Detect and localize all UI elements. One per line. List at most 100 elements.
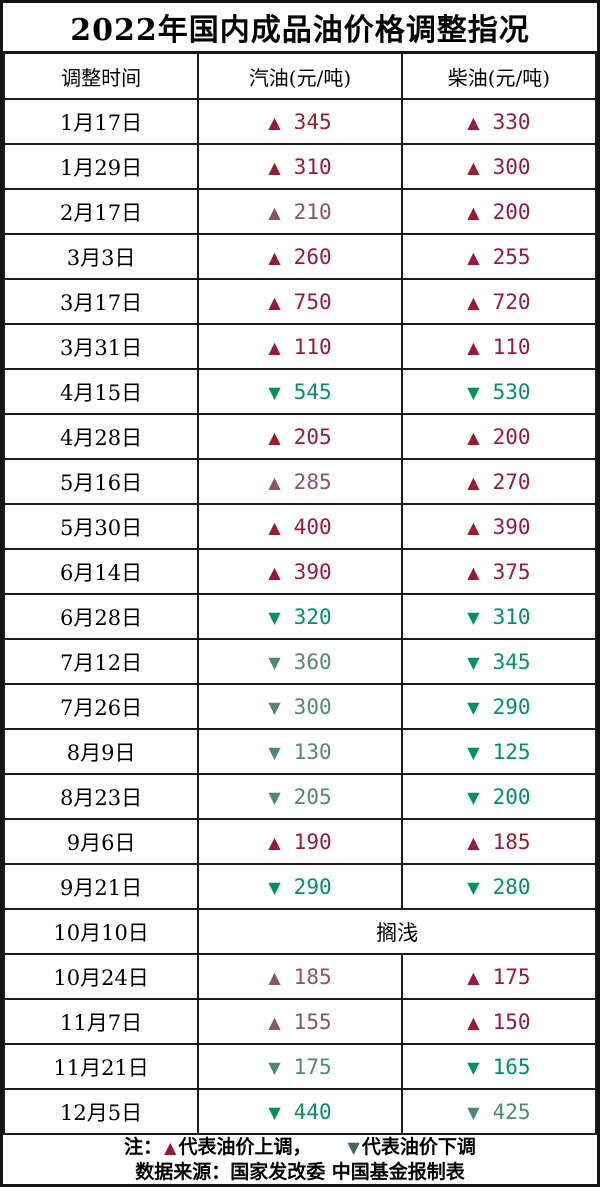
up-triangle-icon: ▲ <box>467 427 480 447</box>
up-triangle-icon: ▲ <box>467 112 480 132</box>
diesel-cell: ▲ 200 <box>400 188 597 235</box>
date-cell: 4月28日 <box>3 413 200 460</box>
value-text: 320 <box>293 604 332 629</box>
value-text: 750 <box>293 289 332 314</box>
value-text: 210 <box>293 199 332 224</box>
up-triangle-icon: ▲ <box>467 337 480 357</box>
value-text: 530 <box>492 379 531 404</box>
diesel-cell: ▼ 425 <box>400 1088 597 1135</box>
table-row: 10月10日 搁浅 <box>3 908 597 955</box>
down-triangle-icon: ▼ <box>268 607 281 627</box>
date-cell: 12月5日 <box>3 1088 200 1135</box>
down-triangle-icon: ▼ <box>268 787 281 807</box>
value-text: 200 <box>492 424 531 449</box>
down-triangle-icon: ▼ <box>467 787 480 807</box>
up-triangle-icon: ▲ <box>268 292 281 312</box>
gasoline-cell: ▲ 155 <box>197 998 403 1045</box>
value-text: 260 <box>293 244 332 269</box>
table-row: 4月28日 ▲ 205 ▲ 200 <box>3 413 597 460</box>
up-triangle-icon: ▲ <box>164 1138 177 1157</box>
down-triangle-icon: ▼ <box>467 742 480 762</box>
up-triangle-icon: ▲ <box>268 832 281 852</box>
table-row: 6月28日 ▼ 320 ▼ 310 <box>3 593 597 640</box>
table-row: 12月5日 ▼ 440 ▼ 425 <box>3 1088 597 1135</box>
down-triangle-icon: ▼ <box>347 1138 360 1157</box>
value-text: 175 <box>293 1054 332 1079</box>
value-text: 280 <box>492 874 531 899</box>
table-row: 11月21日 ▼ 175 ▼ 165 <box>3 1043 597 1090</box>
date-cell: 9月6日 <box>3 818 200 865</box>
date-cell: 8月9日 <box>3 728 200 775</box>
gasoline-cell: ▼ 440 <box>197 1088 403 1135</box>
diesel-cell: ▲ 185 <box>400 818 597 865</box>
date-cell: 3月31日 <box>3 323 200 370</box>
date-cell: 1月29日 <box>3 143 200 190</box>
value-text: 440 <box>293 1099 332 1124</box>
table-body: 1月17日 ▲ 345 ▲ 330 1月29日 ▲ 310 ▲ 300 2月17日 ▲ 210 ▲ 200 3… <box>3 98 597 1135</box>
up-triangle-icon: ▲ <box>268 337 281 357</box>
date-cell: 10月10日 <box>3 908 200 955</box>
up-triangle-icon: ▲ <box>467 202 480 222</box>
gasoline-cell: ▲ 750 <box>197 278 403 325</box>
down-triangle-icon: ▼ <box>268 877 281 897</box>
gasoline-cell: ▲ 210 <box>197 188 403 235</box>
table-row: 8月9日 ▼ 130 ▼ 125 <box>3 728 597 775</box>
value-text: 300 <box>492 154 531 179</box>
up-triangle-icon: ▲ <box>467 157 480 177</box>
table-row: 7月12日 ▼ 360 ▼ 345 <box>3 638 597 685</box>
up-triangle-icon: ▲ <box>467 562 480 582</box>
date-cell: 6月28日 <box>3 593 200 640</box>
up-triangle-icon: ▲ <box>467 517 480 537</box>
table-row: 2月17日 ▲ 210 ▲ 200 <box>3 188 597 235</box>
gasoline-cell: ▲ 390 <box>197 548 403 595</box>
gasoline-cell: ▼ 320 <box>197 593 403 640</box>
diesel-cell: ▼ 125 <box>400 728 597 775</box>
value-text: 205 <box>293 784 332 809</box>
diesel-cell: ▲ 330 <box>400 98 597 145</box>
value-text: 185 <box>293 964 332 989</box>
col-header-diesel: 柴油(元/吨) <box>400 52 597 100</box>
table-row: 7月26日 ▼ 300 ▼ 290 <box>3 683 597 730</box>
table-row: 10月24日 ▲ 185 ▲ 175 <box>3 953 597 1000</box>
diesel-cell: ▲ 110 <box>400 323 597 370</box>
down-triangle-icon: ▼ <box>268 697 281 717</box>
value-text: 545 <box>293 379 332 404</box>
up-triangle-icon: ▲ <box>467 832 480 852</box>
date-cell: 8月23日 <box>3 773 200 820</box>
up-triangle-icon: ▲ <box>268 427 281 447</box>
gasoline-cell: ▼ 300 <box>197 683 403 730</box>
gasoline-cell: ▲ 285 <box>197 458 403 505</box>
diesel-cell: ▲ 390 <box>400 503 597 550</box>
value-text: 125 <box>492 739 531 764</box>
value-text: 270 <box>492 469 531 494</box>
down-triangle-icon: ▼ <box>268 652 281 672</box>
diesel-cell: ▲ 270 <box>400 458 597 505</box>
value-text: 200 <box>492 784 531 809</box>
value-text: 720 <box>492 289 531 314</box>
gasoline-cell: ▼ 360 <box>197 638 403 685</box>
gasoline-cell: ▲ 185 <box>197 953 403 1000</box>
down-triangle-icon: ▼ <box>467 1057 480 1077</box>
date-cell: 11月7日 <box>3 998 200 1045</box>
date-cell: 1月17日 <box>3 98 200 145</box>
down-triangle-icon: ▼ <box>467 652 480 672</box>
value-text: 360 <box>293 649 332 674</box>
diesel-cell: ▲ 150 <box>400 998 597 1045</box>
note-line: 注： ▲ 代表油价上调， ▼ 代表油价下调 <box>124 1135 476 1160</box>
header-row: 调整时间 汽油(元/吨) 柴油(元/吨) <box>3 52 597 100</box>
up-triangle-icon: ▲ <box>268 202 281 222</box>
value-text: 390 <box>492 514 531 539</box>
gasoline-cell: ▲ 110 <box>197 323 403 370</box>
page-title: 2022年国内成品油价格调整指况 <box>3 3 597 52</box>
table-row: 1月17日 ▲ 345 ▲ 330 <box>3 98 597 145</box>
note-down-text: 代表油价下调 <box>361 1136 476 1158</box>
date-cell: 4月15日 <box>3 368 200 415</box>
gasoline-cell: ▼ 290 <box>197 863 403 910</box>
value-text: 165 <box>492 1054 531 1079</box>
date-cell: 7月26日 <box>3 683 200 730</box>
gasoline-cell: ▲ 260 <box>197 233 403 280</box>
diesel-cell: ▼ 165 <box>400 1043 597 1090</box>
up-triangle-icon: ▲ <box>268 967 281 987</box>
value-text: 375 <box>492 559 531 584</box>
